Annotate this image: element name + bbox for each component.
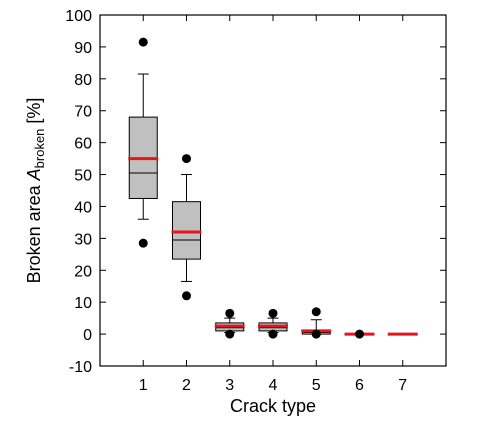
x-axis-title: Crack type [230, 396, 316, 416]
x-tick-label: 3 [225, 377, 234, 394]
y-tick-label: 50 [74, 168, 92, 185]
y-axis-title-unit: [%] [24, 98, 44, 129]
box-group [171, 154, 202, 301]
y-tick-label: 60 [74, 136, 92, 153]
y-axis-title: Broken area Abroken [%] [24, 98, 47, 284]
box-group [258, 308, 288, 339]
x-tick-label: 2 [182, 377, 191, 394]
y-tick-label: 70 [74, 104, 92, 121]
outlier-point [311, 307, 321, 317]
y-tick-label: 0 [83, 327, 92, 344]
y-tick-label: 100 [65, 8, 92, 25]
x-axis: 1 2 3 4 5 6 7 [139, 15, 407, 394]
outlier-point [182, 154, 191, 164]
x-tick-label: 6 [355, 377, 364, 394]
y-tick-label: 80 [74, 72, 92, 89]
box-group [128, 37, 159, 248]
y-tick-label: 40 [74, 199, 92, 216]
y-tick-label: 30 [74, 231, 92, 248]
iqr-box [172, 201, 201, 260]
y-axis-title-variable: A [24, 168, 44, 181]
box-group [301, 307, 332, 339]
y-tick-label: 10 [74, 295, 92, 312]
outlier-point [138, 238, 148, 248]
outlier-point [268, 329, 278, 339]
y-tick-label: 90 [74, 40, 92, 57]
outlier-point [225, 329, 235, 339]
x-tick-label: 4 [269, 377, 278, 394]
box-group [214, 308, 245, 339]
outlier-point [138, 37, 148, 47]
y-axis: -10 0 10 20 30 40 50 60 70 80 90 100 [65, 8, 446, 376]
outlier-point [311, 329, 321, 339]
outlier-point [182, 291, 191, 301]
box-group [344, 329, 375, 339]
y-tick-label: -10 [69, 359, 92, 376]
x-tick-label: 5 [312, 377, 321, 394]
outlier-point [225, 308, 235, 318]
x-tick-label: 7 [398, 377, 407, 394]
x-tick-label: 1 [139, 377, 148, 394]
y-axis-title-subscript: broken [32, 129, 47, 169]
y-tick-label: 20 [74, 263, 92, 280]
outlier-point [268, 308, 278, 318]
chart-marks [128, 37, 418, 339]
outlier-point [355, 329, 364, 339]
y-axis-title-main: Broken area [24, 180, 44, 283]
